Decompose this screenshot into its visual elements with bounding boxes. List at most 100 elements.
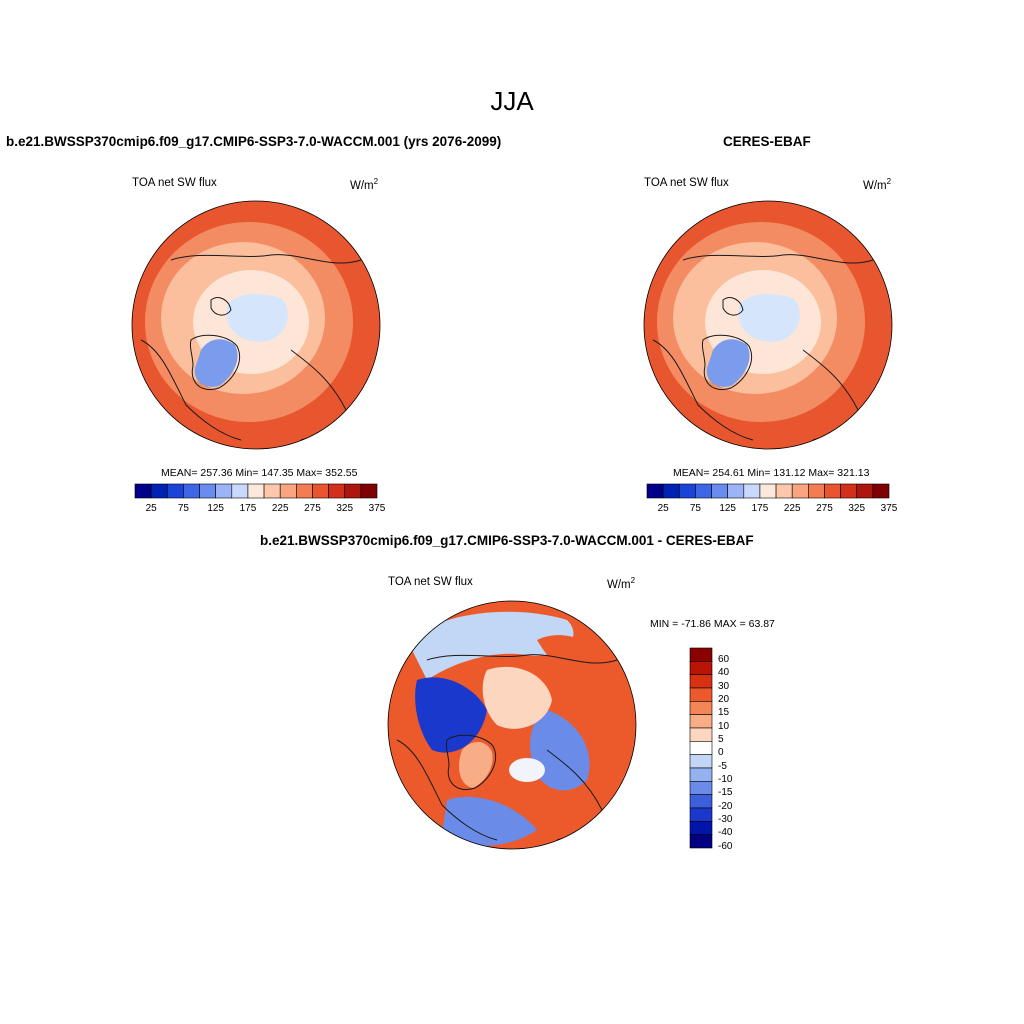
- panel-3-colorbar-tick-label: 60: [718, 654, 730, 665]
- panel-3-colorbar-swatch: [689, 674, 713, 689]
- panel-1-colorbar-tick-label: 75: [177, 503, 189, 514]
- panel-3-map-siberia-warm: [537, 635, 616, 696]
- panel-3-colorbar-swatch: [689, 807, 713, 822]
- panel-2-units-exp: 2: [886, 177, 892, 186]
- panel-3-colorbar-tick-label: 10: [718, 720, 730, 732]
- panel-1-map-greenland: [194, 339, 238, 387]
- panel-3-colorbar-tick-label: -10: [718, 774, 733, 785]
- panel-1-colorbar-swatch: [150, 483, 168, 499]
- panel-2-colorbar-tick-label: 375: [880, 503, 898, 514]
- panel-1-colorbar-swatch: [183, 483, 200, 499]
- panel-1-colorbar-swatch: [134, 483, 152, 499]
- panel-2-colorbar-swatch: [646, 483, 664, 499]
- panel-3-colorbar-tick-label: -15: [718, 787, 733, 799]
- panel-1-colorbar-swatch: [344, 483, 362, 499]
- panel-3-colorbar-tick-label: -20: [718, 800, 733, 812]
- panel-2-colorbar-swatch: [872, 483, 890, 499]
- panel-3-units-base: W/m: [607, 578, 631, 591]
- panel-1-map-archipelago-coast: [210, 297, 232, 316]
- panel-3-map-greenland-warm: [459, 741, 493, 788]
- panel-3-map-neutral-patch: [509, 758, 545, 782]
- panel-3-colorbar-swatch: [689, 687, 713, 702]
- panel-3-map-greenland-coast: [445, 734, 497, 790]
- panel-2-colorbar-swatch: [808, 483, 825, 499]
- panel-2-map-greenland: [706, 339, 750, 387]
- panel-3-map-map-border: [387, 600, 637, 850]
- panel-1-units: W/m2: [350, 177, 378, 192]
- panel-3-colorbar-swatch: [689, 781, 713, 795]
- panel-1-colorbar-tick-label: 275: [304, 503, 321, 514]
- panel-2-colorbar-swatch: [727, 483, 745, 499]
- panel-2-colorbar-tick-label: 225: [783, 503, 801, 514]
- panel-2-stats: MEAN= 254.61 Min= 131.12 Max= 321.13: [673, 467, 870, 479]
- main-title: JJA: [490, 86, 534, 116]
- panel-2-colorbar-swatch: [678, 483, 696, 499]
- panel-3-colorbar-tick-label: -60: [718, 840, 733, 852]
- panel-3-map-north-cool: [407, 611, 574, 680]
- panel-1-map-greenland-coast: [189, 334, 241, 390]
- panel-1-colorbar-swatch: [263, 483, 281, 499]
- panel-2-colorbar-tick-label: 125: [719, 503, 736, 514]
- panel-3-colorbar-swatch: [689, 661, 713, 675]
- panel-2-colorbar-tick-label: 25: [657, 503, 669, 514]
- panel-1-map-america-coast: [140, 339, 242, 441]
- panel-2-colorbar: [646, 483, 890, 499]
- panel-3-variable: TOA net SW flux: [388, 576, 473, 588]
- panel-3-colorbar-tick-label: -30: [718, 814, 733, 825]
- panel-1-map-map-border: [131, 200, 381, 450]
- panel-2-colorbar-swatch: [791, 483, 809, 499]
- panel-1-stats: MEAN= 257.36 Min= 147.35 Max= 352.55: [161, 467, 358, 479]
- panel-3-map-south-cool: [442, 796, 537, 846]
- panel-1-variable: TOA net SW flux: [132, 177, 217, 189]
- panel-3-colorbar-tick-label: 20: [718, 694, 730, 705]
- panel-3-map-america-coast: [396, 739, 498, 841]
- panel-2-map: [643, 200, 893, 450]
- panel-3-colorbar-swatch: [689, 754, 713, 769]
- panel-1-colorbar-tick-label: 325: [336, 503, 354, 514]
- panel-3-colorbar-tick-label: 0: [718, 747, 724, 759]
- panel-1-colorbar-swatch: [199, 483, 216, 499]
- panel-2-variable: TOA net SW flux: [644, 177, 729, 189]
- panel-1-units-base: W/m: [350, 179, 374, 192]
- panel-2-units: W/m2: [863, 177, 891, 192]
- panel-2-colorbar-tick-label: 175: [751, 503, 769, 514]
- panel-1-map: [131, 200, 381, 450]
- panel-2-colorbar-swatch: [824, 483, 841, 499]
- panel-1-colorbar-swatch: [247, 483, 265, 499]
- panel-3-colorbar-tick-label: -5: [718, 760, 727, 772]
- panel-3-colorbar-tick-label: -40: [718, 827, 733, 839]
- panel-3-colorbar-swatch: [689, 794, 713, 809]
- panel-1-colorbar-swatch: [360, 483, 378, 499]
- panel-1-colorbar-swatch: [231, 483, 249, 499]
- panel-3-map-arctic-peach: [482, 666, 552, 729]
- panel-1-colorbar-swatch: [166, 483, 184, 499]
- panel-1-colorbar-ticks: 25 75 125 175 225 275 325 375: [135, 503, 386, 517]
- panel-3-units-exp: 2: [630, 576, 636, 585]
- panel-2-colorbar-swatch: [840, 483, 858, 499]
- panel-2-colorbar-swatch: [695, 483, 712, 499]
- panel-2-map-greenland-coast: [701, 334, 753, 390]
- panel-3-map-canada-deep-blue: [415, 677, 487, 753]
- panel-1-colorbar-swatch: [328, 483, 346, 499]
- panel-2-colorbar-tick-label: 275: [816, 503, 833, 514]
- panel-2-title: CERES-EBAF: [723, 134, 811, 149]
- panel-1-title: b.e21.BWSSP370cmip6.f09_g17.CMIP6-SSP3-7…: [6, 134, 502, 149]
- panel-2-map-eurasia-coast: [682, 254, 874, 264]
- panel-2-colorbar-tick-label: 325: [848, 503, 866, 514]
- panel-1-units-exp: 2: [373, 177, 379, 186]
- panel-3-colorbar: [689, 647, 713, 849]
- panel-2-colorbar-ticks: 25 75 125 175 225 275 325 375: [647, 503, 898, 517]
- panel-1-colorbar-tick-label: 375: [368, 503, 386, 514]
- panel-1-colorbar-tick-label: 225: [271, 503, 289, 514]
- panel-3-map-eurasia-coast: [426, 654, 618, 664]
- panel-2-colorbar-swatch: [759, 483, 777, 499]
- panel-1-colorbar-tick-label: 175: [239, 503, 257, 514]
- panel-3-map: [387, 600, 637, 850]
- panel-1-map-eurasia-coast: [170, 254, 362, 264]
- panel-3-units: W/m2: [607, 576, 635, 591]
- panel-3-colorbar-ticks: 60 40 30 20 15 10 5 0 -5 -10 -15 -20 -30 -40 -60: [718, 648, 758, 852]
- panel-3-stats: MIN = -71.86 MAX = 63.87: [650, 618, 775, 630]
- panel-1-colorbar-swatch: [296, 483, 313, 499]
- panel-2-colorbar-swatch: [711, 483, 728, 499]
- panel-3-colorbar-tick-label: 40: [718, 667, 730, 679]
